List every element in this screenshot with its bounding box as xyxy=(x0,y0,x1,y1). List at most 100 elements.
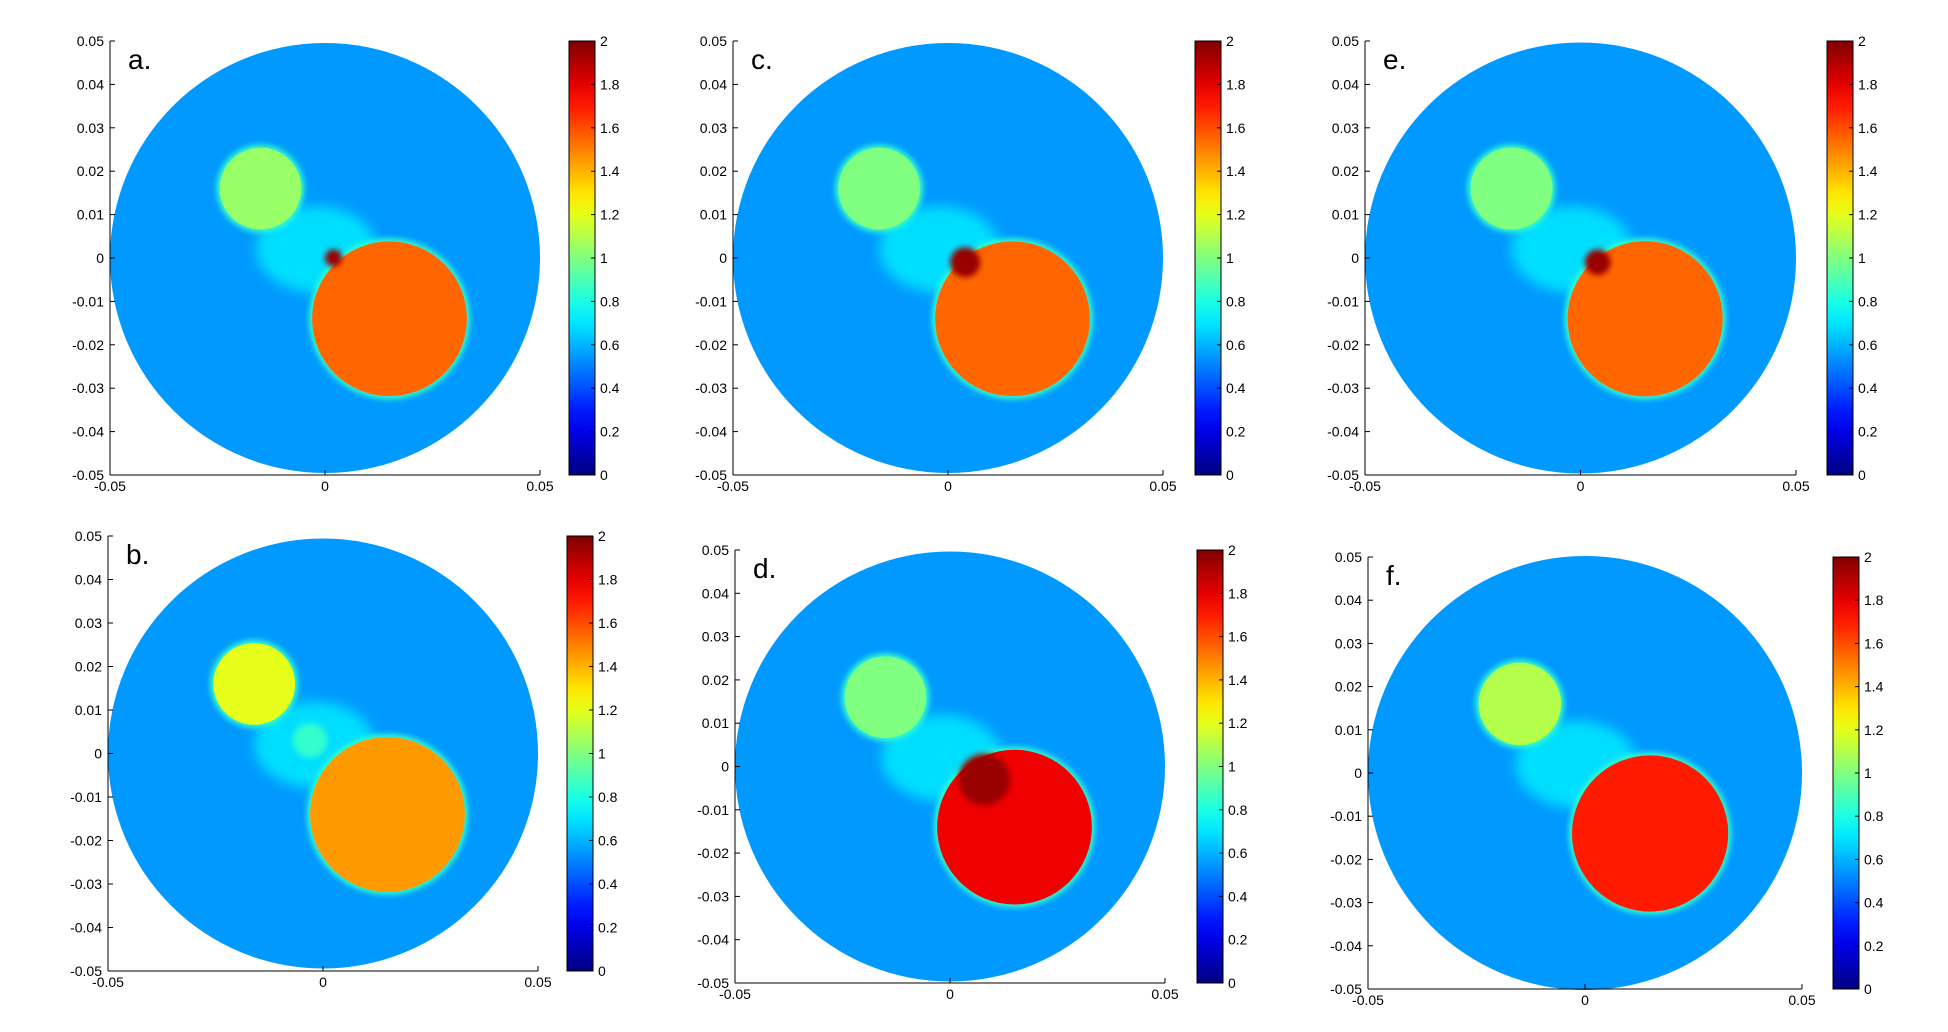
inclusion-2 xyxy=(310,737,465,892)
y-tick-label: 0.04 xyxy=(1335,592,1362,608)
y-tick-label: 0.05 xyxy=(1332,33,1359,49)
y-tick-label: 0.02 xyxy=(75,659,102,675)
x-tick-label: -0.05 xyxy=(94,478,126,494)
colorbar-tick-label: 0.8 xyxy=(1226,293,1246,309)
y-tick-label: 0 xyxy=(1351,250,1359,266)
y-tick-label: -0.05 xyxy=(1327,467,1359,483)
panel-label: f. xyxy=(1386,560,1402,591)
colorbar-tick-label: 0.2 xyxy=(600,424,620,440)
colorbar-tick-label: 0.2 xyxy=(1228,932,1248,948)
colorbar-tick-label: 0 xyxy=(600,467,608,483)
inclusion-2 xyxy=(1567,241,1723,397)
y-tick-label: -0.02 xyxy=(70,833,102,849)
y-tick-label: 0.04 xyxy=(77,76,104,92)
colorbar-tick-label: 0.2 xyxy=(1226,424,1246,440)
colorbar xyxy=(1196,549,1224,984)
domain-content xyxy=(841,653,1095,908)
y-tick-label: 0.05 xyxy=(702,542,729,558)
colorbar xyxy=(1826,40,1854,476)
x-tick-label: -0.05 xyxy=(92,974,124,990)
y-tick-label: -0.01 xyxy=(697,802,729,818)
colorbar-tick-label: 1.8 xyxy=(1858,76,1878,92)
colorbar-tick-label: 1.2 xyxy=(1864,722,1884,738)
colorbar-tick-label: 0.4 xyxy=(1228,888,1248,904)
colorbar-tick-label: 1 xyxy=(1858,250,1866,266)
colorbar xyxy=(1194,40,1222,476)
colorbar-tick-label: 2 xyxy=(1226,33,1234,49)
x-tick-label: 0.05 xyxy=(1149,478,1176,494)
domain-content xyxy=(210,640,468,895)
domain-content xyxy=(1475,659,1732,915)
colorbar-tick-label: 1.6 xyxy=(1226,120,1246,136)
x-tick-label: 0 xyxy=(319,974,327,990)
panel-label: b. xyxy=(126,539,149,570)
colorbar-tick-label: 0.6 xyxy=(1864,851,1884,867)
colorbar xyxy=(568,40,596,476)
domain-content xyxy=(216,144,470,400)
y-tick-label: -0.04 xyxy=(1330,938,1362,954)
colorbar-tick-label: 0.6 xyxy=(598,833,618,849)
y-tick-label: -0.03 xyxy=(70,876,102,892)
colorbar-tick-label: 1.6 xyxy=(1864,635,1884,651)
x-tick-label: 0.05 xyxy=(1782,478,1809,494)
chart-panel-c: 0.05 0.04 0.03 0.02 0.01 0 -0.01 -0.02 -0.03 -0.0… xyxy=(695,33,1246,494)
colorbar-tick-label: 1.8 xyxy=(598,572,618,588)
y-tick-label: -0.04 xyxy=(697,932,729,948)
colorbar xyxy=(1832,556,1860,990)
y-tick-label: 0.04 xyxy=(75,572,102,588)
chart-panel-d: 0.05 0.04 0.03 0.02 0.01 0 -0.01 -0.02 -0.03 -0.0… xyxy=(697,542,1248,1002)
y-tick-label: -0.03 xyxy=(697,888,729,904)
x-tick-label: 0 xyxy=(944,478,952,494)
inclusion-1 xyxy=(1470,147,1553,230)
colorbar-tick-label: 0.4 xyxy=(598,876,618,892)
inclusion-2 xyxy=(935,241,1090,397)
y-tick-label: -0.01 xyxy=(695,293,727,309)
y-tick-label: 0.02 xyxy=(702,672,729,688)
x-tick-label: 0.05 xyxy=(1151,986,1178,1002)
y-tick-label: -0.04 xyxy=(70,920,102,936)
colorbar-tick-label: 1.6 xyxy=(598,615,618,631)
colorbar-tick-label: 1.2 xyxy=(600,207,620,223)
colorbar-tick-label: 1 xyxy=(1226,250,1234,266)
colorbar-tick-label: 0.6 xyxy=(600,337,620,353)
y-tick-label: -0.01 xyxy=(1327,293,1359,309)
x-tick-label: 0.05 xyxy=(524,974,551,990)
colorbar-tick-label: 1.4 xyxy=(600,163,620,179)
artifact xyxy=(1584,249,1611,276)
colorbar-tick-label: 0.2 xyxy=(1864,938,1884,954)
y-tick-label: 0.05 xyxy=(1335,549,1362,565)
y-tick-label: 0 xyxy=(1354,765,1362,781)
inclusion-1 xyxy=(1478,662,1562,746)
colorbar-tick-label: 0.2 xyxy=(598,920,618,936)
x-tick-label: 0 xyxy=(1581,992,1589,1008)
colorbar-tick-label: 0 xyxy=(1228,975,1236,991)
colorbar-tick-label: 0.4 xyxy=(1226,380,1246,396)
x-tick-label: 0.05 xyxy=(1788,992,1815,1008)
y-tick-label: 0.05 xyxy=(700,33,727,49)
y-tick-label: -0.01 xyxy=(70,789,102,805)
colorbar-tick-label: 0 xyxy=(1864,981,1872,997)
x-tick-label: 0 xyxy=(946,986,954,1002)
colorbar-tick-label: 0.6 xyxy=(1226,337,1246,353)
colorbar-tick-label: 2 xyxy=(1228,542,1236,558)
y-tick-label: 0.04 xyxy=(702,585,729,601)
artifact xyxy=(958,753,1011,806)
colorbar-tick-label: 0.8 xyxy=(598,789,618,805)
colorbar-tick-label: 1.4 xyxy=(1864,679,1884,695)
colorbar-tick-label: 1.8 xyxy=(600,76,620,92)
y-tick-label: 0.04 xyxy=(700,76,727,92)
colorbar-tick-label: 0.8 xyxy=(1228,802,1248,818)
colorbar-tick-label: 1 xyxy=(1228,759,1236,775)
y-tick-label: 0.03 xyxy=(702,629,729,645)
colorbar-tick-label: 0.2 xyxy=(1858,424,1878,440)
x-tick-label: -0.05 xyxy=(1349,478,1381,494)
y-tick-label: 0.03 xyxy=(77,120,104,136)
y-tick-label: -0.02 xyxy=(72,337,104,353)
y-tick-label: 0.05 xyxy=(75,528,102,544)
y-tick-label: -0.03 xyxy=(72,380,104,396)
y-tick-label: 0.03 xyxy=(1332,120,1359,136)
y-tick-label: -0.03 xyxy=(1330,895,1362,911)
inclusion-2 xyxy=(312,241,467,397)
inclusion-1 xyxy=(213,643,296,725)
